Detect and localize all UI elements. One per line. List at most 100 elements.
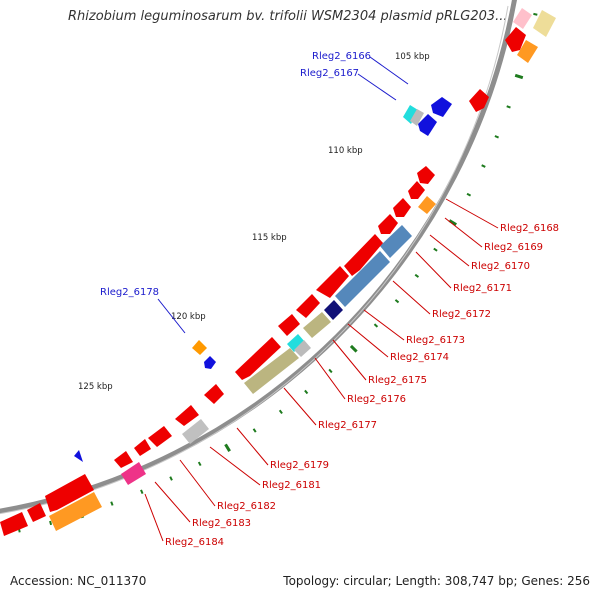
tick-label: 110 kbp <box>328 146 363 156</box>
label-leader-line <box>332 339 367 381</box>
gene-arrow-red <box>344 234 383 276</box>
label-leader-line <box>357 73 397 101</box>
gene-arrow-blue <box>74 450 83 462</box>
minor-tick <box>197 461 202 467</box>
gene-label: Rleg2_6169 <box>484 242 543 253</box>
label-leader-line <box>444 217 483 248</box>
gene-block-grey <box>182 419 209 444</box>
minor-tick <box>110 501 114 506</box>
gene-arrow-red <box>0 512 28 536</box>
gene-block-grey <box>410 109 424 126</box>
tick-label: 105 kbp <box>395 52 430 62</box>
label-leader-line <box>179 459 216 507</box>
gene-arrow-red <box>417 166 435 184</box>
gene-block-cyan <box>287 334 305 352</box>
label-leader-line <box>154 481 191 523</box>
gene-label: Rleg2_6179 <box>270 460 329 471</box>
gene-block-steelblue <box>335 251 390 307</box>
gene-arrow-red <box>235 337 281 380</box>
label-leader-line <box>314 357 346 400</box>
gene-arrow-red <box>505 27 526 52</box>
gene-label: Rleg2_6177 <box>318 420 377 431</box>
minor-tick <box>252 428 257 433</box>
minor-tick <box>304 389 309 395</box>
label-leader-line <box>429 234 470 267</box>
minor-tick <box>533 12 538 16</box>
gene-label: Rleg2_6173 <box>406 335 465 346</box>
accession-text: Accession: NC_011370 <box>10 574 147 588</box>
major-tick <box>224 443 231 452</box>
gene-label: Rleg2_6181 <box>262 480 321 491</box>
gene-arrow-red <box>296 294 320 318</box>
gene-label: Rleg2_6174 <box>390 352 449 363</box>
gene-label: Rleg2_6178 <box>100 287 159 298</box>
label-leader-line <box>347 323 389 358</box>
gene-arrow-red <box>204 384 224 404</box>
gene-arrow-red <box>27 503 46 522</box>
tick-label: 115 kbp <box>252 233 287 243</box>
gene-block-steelblue <box>380 225 412 258</box>
gene-block-orange <box>517 40 538 63</box>
gene-arrow-red <box>278 314 300 336</box>
minor-tick <box>506 105 511 109</box>
gene-block-pink <box>121 462 146 485</box>
tick-label: 120 kbp <box>171 312 206 322</box>
gene-block-pink <box>513 8 532 29</box>
gene-arrow-blue <box>431 97 452 117</box>
gene-label: Rleg2_6166 <box>312 51 371 62</box>
major-tick <box>448 219 457 226</box>
gene-label: Rleg2_6184 <box>165 537 224 548</box>
gene-arrow-red <box>408 181 425 199</box>
gene-arrow-red <box>175 405 199 426</box>
label-leader-line <box>157 298 186 334</box>
minor-tick <box>169 476 173 481</box>
label-leader-line <box>236 427 269 466</box>
inner-genes <box>0 8 556 536</box>
gene-label-layer: Rleg2_6166 Rleg2_6167 Rleg2_6168 Rleg2_6169… <box>100 51 559 548</box>
label-leader-line <box>392 280 431 315</box>
gene-label: Rleg2_6171 <box>453 283 512 294</box>
minor-tick <box>49 520 53 526</box>
gene-arrow-blue <box>418 114 437 136</box>
gene-arrow-red <box>469 89 489 112</box>
gene-arrow-red <box>134 439 151 456</box>
minor-tick <box>328 368 333 374</box>
minor-tick <box>481 164 486 168</box>
minor-tick <box>373 323 379 328</box>
gene-label: Rleg2_6170 <box>471 261 530 272</box>
minor-tick <box>394 299 400 304</box>
gene-label: Rleg2_6172 <box>432 309 491 320</box>
label-leader-line <box>283 387 317 426</box>
gene-block-orange <box>418 196 436 214</box>
major-tick <box>514 73 524 80</box>
gene-arrow-red <box>45 474 94 512</box>
gene-block-khaki <box>533 10 556 37</box>
gene-arrow-red <box>393 198 411 217</box>
gene-block-khaki <box>303 312 331 338</box>
gene-block-navy <box>324 300 343 320</box>
gene-label: Rleg2_6182 <box>217 501 276 512</box>
map-title: Rhizobium leguminosarum bv. trifolii WSM… <box>68 9 508 24</box>
gene-block-cyan <box>403 105 418 124</box>
gene-arrow-red <box>148 426 172 447</box>
minor-tick <box>140 489 144 494</box>
label-leader-line <box>363 309 405 341</box>
gene-arrow-red <box>114 451 133 468</box>
gene-arrow-blue <box>204 356 216 369</box>
gene-block-grey <box>294 340 311 357</box>
minor-tick <box>414 273 420 278</box>
gene-label: Rleg2_6168 <box>500 223 559 234</box>
label-leader-line <box>415 251 452 289</box>
label-leader-line <box>445 198 499 229</box>
major-tick <box>349 344 358 353</box>
tick-label: 125 kbp <box>78 382 113 392</box>
minor-tick <box>466 192 472 197</box>
gene-block-khaki <box>244 348 299 394</box>
minor-tick <box>494 135 499 139</box>
minor-tick <box>278 409 283 415</box>
gene-block-orange <box>192 340 207 355</box>
backbone-outer-ring <box>0 0 517 514</box>
gene-label: Rleg2_6176 <box>347 394 406 405</box>
label-leader-line <box>209 446 261 486</box>
